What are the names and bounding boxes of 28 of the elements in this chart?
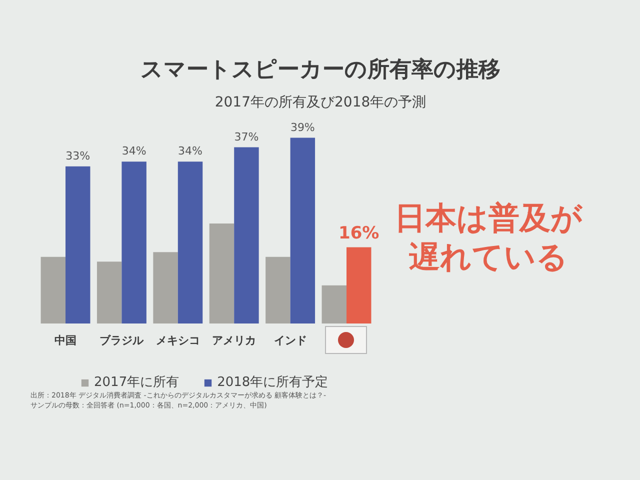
bar [96, 262, 122, 324]
legend-label: 2018年に所有予定 [217, 374, 328, 391]
data-label: 16% [338, 223, 380, 244]
bar [290, 138, 316, 324]
bar [178, 162, 203, 324]
data-label: 33% [66, 149, 90, 162]
bar [234, 147, 259, 324]
bar [66, 166, 90, 324]
bar [322, 285, 346, 324]
x-tick-label: ブラジル [100, 334, 145, 347]
chart-title: スマートスピーカーの所有率の推移 [140, 56, 500, 82]
x-tick-label: メキシコ [156, 334, 200, 347]
bar [40, 256, 66, 324]
bar [122, 162, 146, 324]
x-tick-label: インド [274, 334, 307, 347]
legend-label: 2017年に所有 [94, 374, 180, 391]
data-label: 37% [234, 130, 259, 144]
data-label: 34% [178, 144, 202, 158]
x-tick-label: 中国 [54, 334, 76, 347]
chart-subtitle: 2017年の所有及び2018年の予測 [214, 94, 426, 110]
data-label: 39% [290, 120, 315, 134]
bar [209, 224, 234, 324]
bar [153, 252, 178, 324]
bar [346, 247, 372, 324]
text: 日本は普及が遅れている [394, 200, 584, 276]
data-label: 34% [122, 144, 146, 158]
x-tick-label: アメリカ [212, 334, 256, 347]
bar [266, 256, 290, 324]
